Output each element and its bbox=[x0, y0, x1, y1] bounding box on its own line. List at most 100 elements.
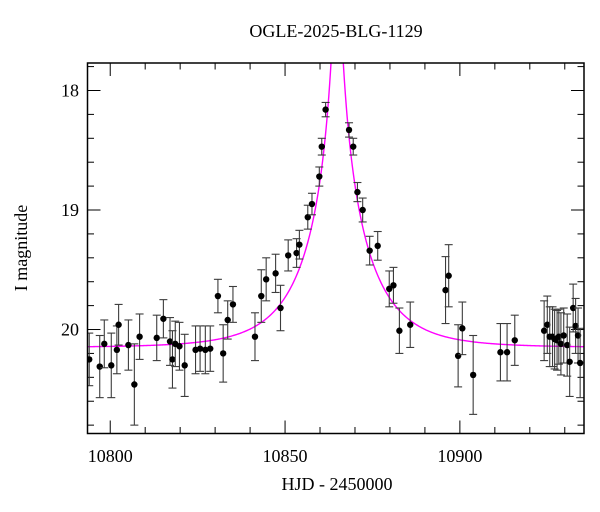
photometry-point bbox=[258, 292, 265, 300]
photometry-point bbox=[176, 343, 183, 350]
photometry-point bbox=[160, 315, 167, 322]
data-point bbox=[100, 319, 109, 369]
photometry-point bbox=[115, 321, 122, 328]
data-point bbox=[349, 137, 358, 156]
data-point bbox=[503, 322, 512, 382]
data-point bbox=[130, 343, 139, 426]
y-axis-label: I magnitude bbox=[11, 205, 31, 291]
photometry-point bbox=[96, 363, 103, 370]
data-point bbox=[496, 322, 505, 382]
page-title: OGLE-2025-BLG-1129 bbox=[249, 21, 422, 41]
data-point bbox=[559, 307, 568, 364]
photometry-point bbox=[296, 241, 303, 248]
photometry-point bbox=[564, 341, 571, 349]
data-point bbox=[276, 284, 285, 332]
data-point bbox=[180, 333, 189, 398]
photometry-point bbox=[262, 276, 270, 283]
data-point bbox=[385, 270, 394, 308]
data-point bbox=[223, 300, 232, 340]
photometry-point bbox=[224, 316, 231, 324]
axis-ticks bbox=[87, 63, 584, 434]
y-tick-label: 19 bbox=[61, 200, 79, 220]
data-point bbox=[114, 303, 123, 346]
data-point bbox=[565, 326, 574, 398]
photometry-point bbox=[454, 352, 462, 360]
data-point bbox=[389, 266, 398, 304]
photometry-point bbox=[284, 252, 292, 259]
photometry-point bbox=[407, 321, 414, 328]
x-tick-label: 10900 bbox=[437, 446, 482, 466]
photometry-point bbox=[125, 341, 132, 349]
photometry-point bbox=[277, 304, 284, 312]
photometry-point bbox=[445, 272, 452, 279]
data-point bbox=[441, 256, 450, 325]
data-point bbox=[563, 313, 572, 377]
data-point bbox=[124, 319, 133, 371]
data-point bbox=[406, 301, 415, 348]
photometry-point bbox=[316, 173, 323, 180]
data-point bbox=[152, 314, 161, 362]
photometry-point bbox=[544, 321, 551, 328]
data-point bbox=[540, 300, 549, 362]
data-point bbox=[444, 244, 453, 308]
photometry-point bbox=[569, 304, 577, 312]
photometry-point bbox=[366, 247, 373, 254]
data-point bbox=[303, 204, 312, 230]
data-point bbox=[321, 101, 330, 118]
photometry-point bbox=[214, 292, 222, 300]
photometry-point bbox=[374, 242, 381, 250]
data-point bbox=[219, 324, 228, 383]
data-point bbox=[196, 325, 205, 372]
photometry-point bbox=[497, 349, 504, 356]
photometry-point bbox=[166, 338, 174, 345]
photometry-point bbox=[390, 282, 397, 289]
photometry-point bbox=[169, 356, 176, 363]
photometry-point bbox=[251, 333, 259, 340]
photometry-point bbox=[345, 126, 353, 134]
x-tick-label: 10800 bbox=[88, 446, 133, 466]
photometry-point bbox=[318, 143, 325, 150]
photometry-point bbox=[350, 143, 357, 150]
data-point bbox=[168, 330, 177, 389]
data-point bbox=[469, 334, 478, 415]
photometry-point bbox=[113, 346, 121, 354]
photometry-point bbox=[560, 332, 567, 339]
data-point bbox=[271, 253, 280, 294]
photometry-point bbox=[153, 334, 160, 342]
data-point bbox=[556, 312, 565, 376]
data-point bbox=[345, 122, 354, 138]
photometry-point bbox=[293, 249, 300, 257]
data-point bbox=[87, 332, 94, 387]
data-point bbox=[201, 325, 210, 375]
photometry-point bbox=[87, 356, 93, 363]
photometry-point bbox=[566, 358, 573, 365]
photometry-point bbox=[442, 286, 449, 294]
data-point bbox=[576, 327, 584, 399]
data-point bbox=[213, 278, 222, 314]
data-point bbox=[107, 332, 116, 399]
data-point bbox=[284, 239, 293, 272]
model-curve-layer bbox=[87, 63, 584, 348]
data-point bbox=[317, 137, 326, 156]
data-point bbox=[250, 312, 259, 362]
photometry-point bbox=[196, 345, 204, 352]
photometry-point bbox=[272, 270, 279, 277]
photometry-point bbox=[202, 346, 209, 354]
data-point bbox=[206, 325, 215, 372]
photometry-point bbox=[207, 345, 214, 352]
data-point bbox=[458, 301, 467, 356]
photometry-point bbox=[322, 106, 329, 113]
photometry-point bbox=[469, 371, 477, 379]
data-point bbox=[395, 307, 404, 354]
photometry-point bbox=[386, 285, 393, 293]
photometry-point bbox=[181, 362, 188, 369]
y-tick-label: 20 bbox=[61, 320, 79, 340]
data-point bbox=[510, 314, 519, 366]
photometry-point bbox=[108, 362, 115, 369]
photometry-point bbox=[219, 350, 227, 357]
x-axis-label: HJD - 2450000 bbox=[282, 474, 393, 494]
axis-tick-labels: 10800 10850 10900 18 19 20 bbox=[61, 80, 482, 466]
photometry-point bbox=[359, 206, 366, 214]
photometry-point bbox=[511, 337, 518, 344]
data-point bbox=[365, 235, 374, 266]
